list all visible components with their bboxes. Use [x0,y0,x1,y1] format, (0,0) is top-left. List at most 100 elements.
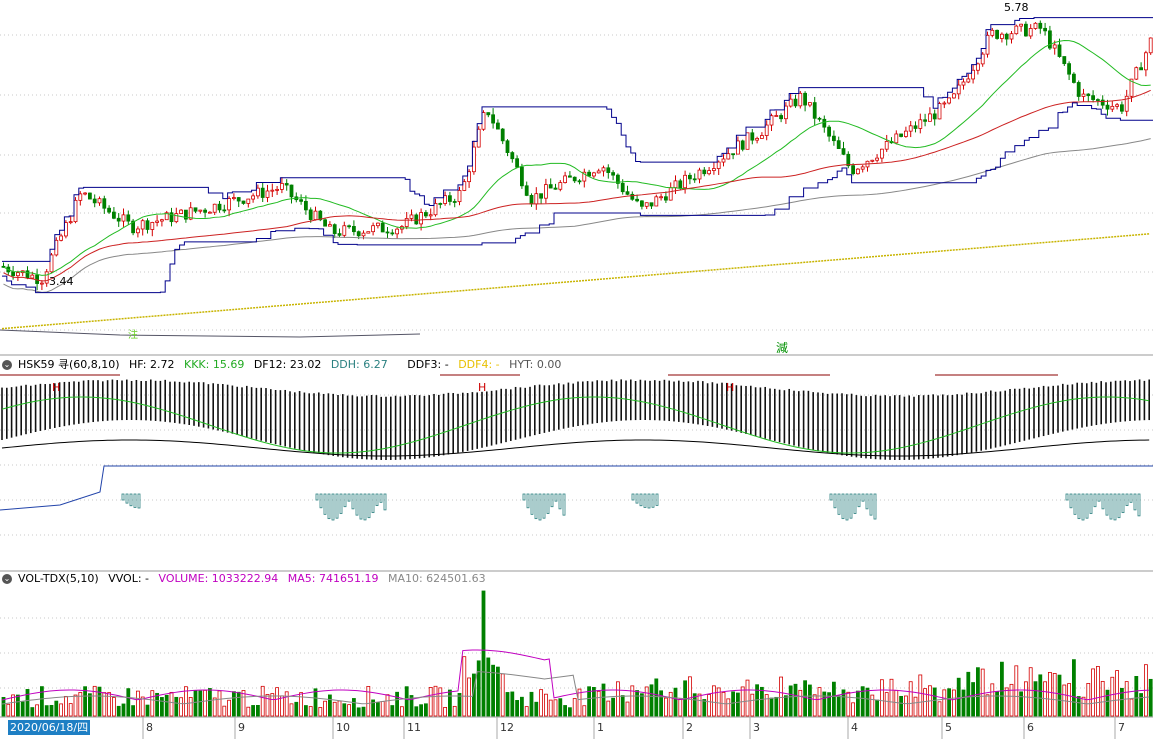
volume-bar [361,706,366,717]
volume-bar [145,704,150,717]
candle-body [995,29,999,39]
volume-bar [827,692,831,717]
volume-bar [1033,681,1038,717]
current-date-badge[interactable]: 2020/06/18/四 [8,720,91,735]
volume-bar [731,691,735,717]
candle-body [179,209,184,215]
volume-panel [1,590,1153,717]
volume-bar [952,689,956,717]
volume-bar [174,696,179,717]
candle-body [827,126,831,137]
candle-body [961,81,966,86]
volume-bar [318,707,323,717]
volume-bar [20,701,25,717]
volume-bar [495,666,500,717]
volume-bar [116,705,121,717]
volume-bar [188,697,193,717]
volume-bar [606,700,611,717]
volume-bar [423,703,428,717]
candle-body [587,171,591,177]
volume-bar [808,684,812,717]
candle-body [692,178,697,181]
volume-bar [222,705,227,717]
volume-bar [1048,671,1052,717]
volume-bar [1120,687,1124,717]
collapse-icon[interactable]: ⌄ [2,574,12,584]
candle-body [860,166,865,170]
volume-bar [294,701,299,717]
volume-bar [937,701,942,717]
candle-body [452,201,457,203]
candle-body [568,175,572,178]
candle-body [1052,44,1057,49]
volume-bar [428,687,433,717]
indicator-signal-bar [550,493,554,508]
volume-ma10-line [1,671,1150,705]
candle-body [1081,93,1086,97]
candle-body [491,114,496,124]
volume-title[interactable]: VOL-TDX(5,10) [18,572,99,585]
candle-body [164,212,169,221]
indicator-signal-bar [351,493,355,510]
indicator-signal-bar [371,493,375,514]
month-tick-label: 1 [597,721,604,734]
volume-bar [745,679,750,717]
volume-bar [884,692,889,717]
candle-body [1014,25,1019,35]
indicator-title[interactable]: HSK59 寻(60,8,10) [18,358,120,371]
candle-body [923,119,927,122]
indicator-signal-bar [125,493,129,504]
candle-body [255,187,260,197]
month-tick-label: 12 [500,721,514,734]
volume-bar [131,705,136,717]
volume-bar [793,683,798,717]
indicator-signal-bar [335,493,339,519]
indicator-signal-bar [1065,493,1069,501]
indicator-signal-bar [655,493,659,506]
volume-bar [1057,674,1062,717]
indicator-signal-bar [651,493,655,508]
candle-body [932,113,937,120]
indicator-signal-bar [558,493,562,510]
volume-bar [788,685,793,717]
indicator-signal-bar [121,493,125,501]
indicator-signal-bar [1085,493,1089,519]
candle-body [894,133,899,144]
candle-body [212,203,217,213]
volume-bar [1067,683,1071,717]
candle-body [558,182,563,190]
volume-bar [88,693,92,717]
kkk-value: KKK: 15.69 [183,358,245,371]
candle-body [678,180,683,189]
volume-bar [121,703,126,717]
candle-body [83,192,87,195]
volume-bar [942,689,947,717]
volume-bar [846,691,851,717]
candle-body [640,200,644,207]
candle-body [289,184,294,198]
volume-bar [337,700,342,717]
ma10-value: MA10: 624501.63 [387,572,486,585]
candle-body [544,184,548,199]
hf-value: HF: 2.72 [129,358,175,371]
reduce-marker: 減 [776,340,788,355]
volume-bar [419,704,424,717]
indicator-signal-bar [1109,493,1113,520]
candle-body [25,270,30,279]
volume-bar [217,690,222,717]
candle-body [222,209,227,212]
volume-bar [140,696,145,717]
volume-bar [908,681,913,717]
candle-body [1144,52,1148,71]
candle-body [404,218,409,227]
volume-bar [1096,666,1100,717]
candle-body [836,140,841,150]
candle-body [750,132,755,141]
volume-bar [1072,659,1076,717]
candle-body [390,232,395,235]
candle-body [1120,104,1124,112]
volume-bar [500,673,505,717]
collapse-icon[interactable]: ⌄ [2,360,12,370]
